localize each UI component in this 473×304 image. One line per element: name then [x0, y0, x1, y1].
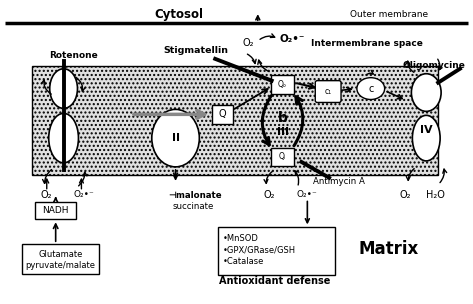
- Text: b: b: [278, 111, 288, 125]
- Text: O₂: O₂: [400, 190, 411, 200]
- Text: Outer membrane: Outer membrane: [350, 10, 428, 19]
- Bar: [32, 66, 438, 175]
- FancyBboxPatch shape: [212, 105, 233, 124]
- Text: O₂: O₂: [41, 190, 53, 200]
- Text: •MnSOD: •MnSOD: [223, 234, 259, 243]
- Text: H₂O: H₂O: [426, 190, 445, 200]
- Text: Intermembrane space: Intermembrane space: [311, 39, 423, 47]
- Bar: [218, 227, 335, 275]
- Ellipse shape: [49, 113, 79, 163]
- Bar: [35, 202, 77, 219]
- Ellipse shape: [152, 109, 199, 167]
- Text: •GPX/GRase/GSH: •GPX/GRase/GSH: [223, 246, 296, 254]
- Text: O₂•⁻: O₂•⁻: [73, 190, 94, 199]
- FancyBboxPatch shape: [315, 81, 341, 102]
- Text: •Catalase: •Catalase: [223, 257, 264, 267]
- Text: NADH: NADH: [43, 206, 69, 215]
- Text: Antimycin A: Antimycin A: [313, 177, 365, 186]
- Ellipse shape: [412, 115, 440, 161]
- Text: c: c: [368, 84, 374, 94]
- Text: O₂•⁻: O₂•⁻: [297, 190, 318, 199]
- Text: II: II: [172, 133, 180, 143]
- Text: Qₒ: Qₒ: [278, 80, 287, 89]
- Text: O₂: O₂: [242, 38, 254, 48]
- Text: III: III: [277, 127, 289, 137]
- Ellipse shape: [357, 78, 385, 99]
- Bar: [22, 244, 99, 274]
- Text: Q: Q: [219, 109, 226, 119]
- Text: O₂•⁻: O₂•⁻: [280, 34, 305, 44]
- Text: Antioxidant defense: Antioxidant defense: [219, 276, 330, 286]
- Text: ⊣malonate: ⊣malonate: [169, 191, 222, 200]
- Text: pyruvate/malate: pyruvate/malate: [26, 261, 96, 271]
- Ellipse shape: [50, 69, 78, 109]
- Text: succinate: succinate: [173, 202, 214, 211]
- FancyBboxPatch shape: [271, 75, 294, 94]
- Text: Matrix: Matrix: [359, 240, 419, 258]
- Text: Qᵢ: Qᵢ: [279, 152, 286, 161]
- Text: Rotenone: Rotenone: [49, 51, 98, 60]
- Ellipse shape: [412, 74, 441, 111]
- FancyBboxPatch shape: [271, 147, 294, 166]
- Text: Stigmatellin: Stigmatellin: [163, 47, 228, 55]
- Text: I: I: [61, 133, 66, 143]
- Text: O₂: O₂: [264, 190, 275, 200]
- Text: IV: IV: [420, 125, 433, 135]
- Text: Cytosol: Cytosol: [154, 8, 203, 21]
- Text: c₁: c₁: [324, 87, 332, 96]
- Text: Glutamate: Glutamate: [38, 250, 83, 259]
- Text: Oligomycine: Oligomycine: [402, 61, 465, 70]
